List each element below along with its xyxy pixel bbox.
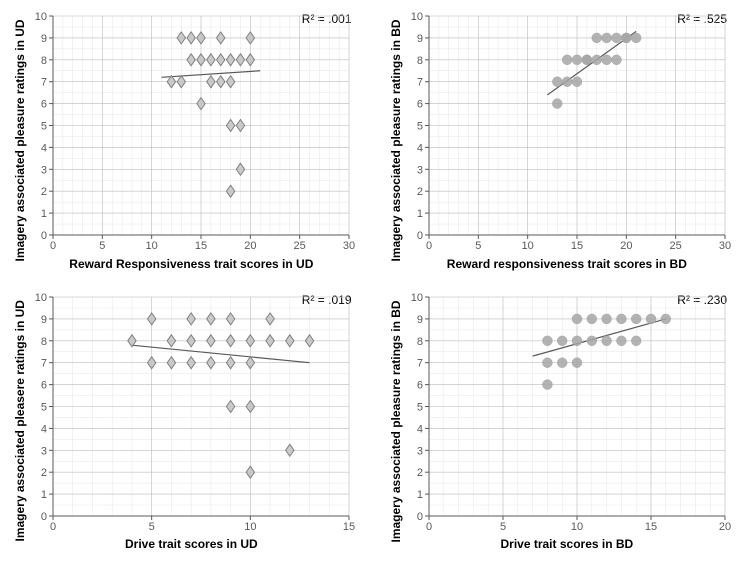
svg-text:4: 4 — [41, 423, 47, 435]
svg-text:8: 8 — [41, 335, 47, 347]
svg-text:15: 15 — [343, 521, 355, 533]
svg-text:5: 5 — [500, 521, 506, 533]
svg-text:5: 5 — [149, 521, 155, 533]
panel-bottom-left: Imagery associated pleasere ratings in U… — [10, 291, 356, 552]
svg-text:4: 4 — [41, 142, 47, 154]
svg-text:4: 4 — [417, 423, 423, 435]
panel-top-left: Imagery associated pleasure ratings in U… — [10, 10, 356, 271]
svg-text:20: 20 — [244, 240, 256, 252]
svg-text:5: 5 — [417, 401, 423, 413]
svg-text:1: 1 — [41, 208, 47, 220]
plot-svg-3: 0 5 10 15 20 0 1 2 3 4 5 6 7 8 9 10 — [403, 291, 731, 534]
svg-text:10: 10 — [146, 240, 158, 252]
svg-text:10: 10 — [521, 240, 533, 252]
svg-text:2: 2 — [417, 467, 423, 479]
svg-text:20: 20 — [620, 240, 632, 252]
ylabel: Imagery associated pleasere ratings in U… — [10, 291, 27, 552]
svg-text:0: 0 — [426, 521, 432, 533]
xlabel: Reward Responsiveness trait scores in UD — [27, 253, 355, 271]
svg-text:8: 8 — [41, 55, 47, 67]
svg-text:30: 30 — [719, 240, 731, 252]
svg-text:6: 6 — [417, 99, 423, 111]
svg-text:5: 5 — [99, 240, 105, 252]
svg-text:9: 9 — [417, 313, 423, 325]
svg-text:1: 1 — [417, 208, 423, 220]
svg-text:0: 0 — [50, 240, 56, 252]
ylabel: Imagery associated pleasure ratings in B… — [386, 291, 403, 552]
svg-text:5: 5 — [41, 121, 47, 133]
svg-text:10: 10 — [244, 521, 256, 533]
svg-text:0: 0 — [417, 230, 423, 242]
svg-text:3: 3 — [41, 164, 47, 176]
svg-text:3: 3 — [417, 164, 423, 176]
plot-area: 0 5 10 15 20 25 30 0 1 2 3 4 5 6 7 8 9 10 — [27, 10, 355, 253]
svg-text:9: 9 — [41, 313, 47, 325]
plot-area: 0 5 10 15 20 0 1 2 3 4 5 6 7 8 9 10 — [403, 291, 731, 534]
svg-text:2: 2 — [41, 186, 47, 198]
svg-text:30: 30 — [343, 240, 355, 252]
svg-text:0: 0 — [426, 240, 432, 252]
svg-text:10: 10 — [35, 11, 47, 23]
svg-text:0: 0 — [50, 521, 56, 533]
svg-text:0: 0 — [41, 230, 47, 242]
svg-text:25: 25 — [669, 240, 681, 252]
svg-text:4: 4 — [417, 142, 423, 154]
svg-text:6: 6 — [417, 379, 423, 391]
svg-text:15: 15 — [645, 521, 657, 533]
svg-text:10: 10 — [571, 521, 583, 533]
svg-text:0: 0 — [417, 511, 423, 523]
svg-text:6: 6 — [41, 379, 47, 391]
ylabel: Imagery associated pleasure ratings in U… — [10, 10, 27, 271]
svg-text:7: 7 — [41, 77, 47, 89]
xlabel: Drive trait scores in UD — [27, 533, 355, 551]
svg-text:9: 9 — [417, 33, 423, 45]
xlabel: Reward responsiveness trait scores in BD — [403, 253, 731, 271]
svg-text:8: 8 — [417, 55, 423, 67]
svg-text:1: 1 — [417, 489, 423, 501]
svg-text:6: 6 — [41, 99, 47, 111]
svg-text:2: 2 — [417, 186, 423, 198]
svg-text:0: 0 — [41, 511, 47, 523]
svg-text:7: 7 — [41, 357, 47, 369]
svg-text:9: 9 — [41, 33, 47, 45]
svg-text:5: 5 — [41, 401, 47, 413]
svg-text:3: 3 — [417, 445, 423, 457]
svg-text:1: 1 — [41, 489, 47, 501]
svg-text:10: 10 — [410, 292, 422, 304]
plot-svg-0: 0 5 10 15 20 25 30 0 1 2 3 4 5 6 7 8 9 10 — [27, 10, 355, 253]
svg-text:5: 5 — [475, 240, 481, 252]
panel-top-right: Imagery associated pleasure ratings in B… — [386, 10, 732, 271]
svg-text:25: 25 — [294, 240, 306, 252]
plot-svg-1: 0 5 10 15 20 25 30 0 1 2 3 4 5 6 7 8 9 10 — [403, 10, 731, 253]
plot-svg-2: 0 5 10 15 0 1 2 3 4 5 6 7 8 9 10 — [27, 291, 355, 534]
svg-text:7: 7 — [417, 77, 423, 89]
svg-text:20: 20 — [719, 521, 731, 533]
chart-grid: Imagery associated pleasure ratings in U… — [10, 10, 731, 551]
svg-text:15: 15 — [571, 240, 583, 252]
svg-text:7: 7 — [417, 357, 423, 369]
svg-text:5: 5 — [417, 121, 423, 133]
svg-text:15: 15 — [195, 240, 207, 252]
svg-text:10: 10 — [410, 11, 422, 23]
svg-text:2: 2 — [41, 467, 47, 479]
svg-text:3: 3 — [41, 445, 47, 457]
svg-text:8: 8 — [417, 335, 423, 347]
plot-area: 0 5 10 15 20 25 30 0 1 2 3 4 5 6 7 8 9 10 — [403, 10, 731, 253]
svg-text:10: 10 — [35, 292, 47, 304]
plot-area: 0 5 10 15 0 1 2 3 4 5 6 7 8 9 10 — [27, 291, 355, 534]
ylabel: Imagery associated pleasure ratings in B… — [386, 10, 403, 271]
xlabel: Drive trait scores in BD — [403, 533, 731, 551]
panel-bottom-right: Imagery associated pleasure ratings in B… — [386, 291, 732, 552]
